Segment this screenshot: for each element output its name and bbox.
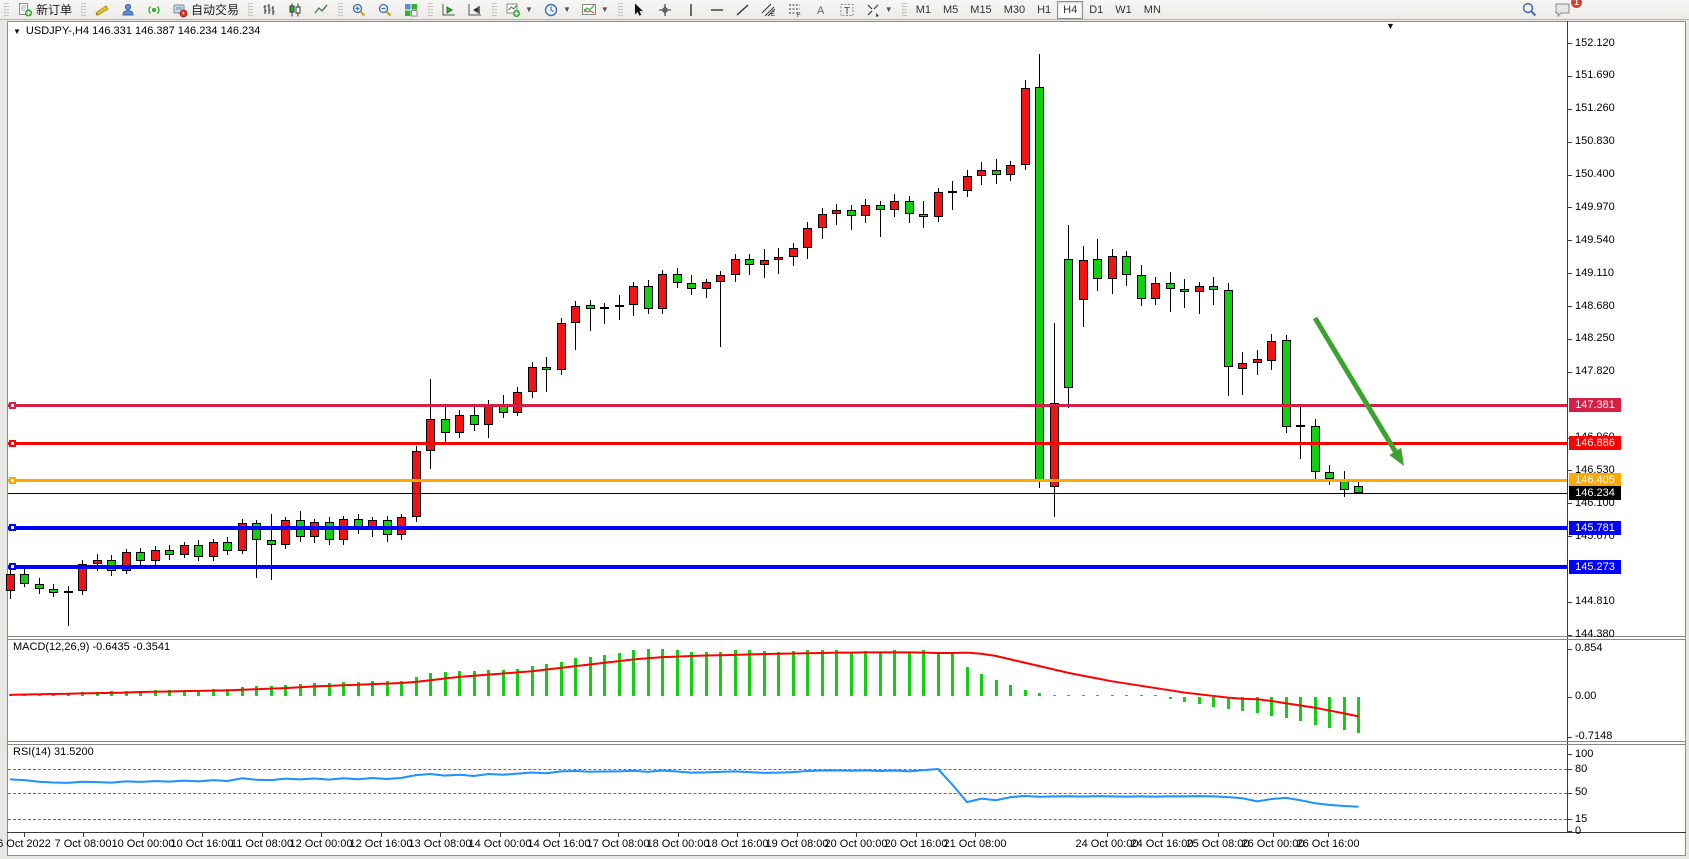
svg-text:F: F (797, 13, 801, 18)
new-order-button[interactable]: 新订单 (12, 1, 77, 19)
toolbar: 新订单 自动交易 ▼ ▼ ▼ E F A (0, 0, 1689, 20)
search-icon (1521, 1, 1538, 18)
tab-mn[interactable]: MN (1143, 3, 1161, 16)
clock-icon (543, 2, 559, 18)
new-chart-icon (505, 2, 521, 18)
tab-m30[interactable]: M30 (1003, 3, 1026, 16)
toolbar-grip[interactable] (617, 2, 623, 17)
community-button[interactable] (115, 1, 141, 19)
new-order-icon (17, 2, 33, 18)
crosshair-button[interactable] (652, 1, 678, 19)
notification-badge: 1 (1570, 0, 1583, 9)
ohlc-bars-icon (261, 2, 277, 18)
zoom-in-button[interactable] (346, 1, 372, 19)
tab-m1[interactable]: M1 (915, 3, 931, 16)
tab-w1[interactable]: W1 (1115, 3, 1132, 16)
horizontal-line-button[interactable] (704, 1, 730, 19)
chevron-down-icon: ▼ (600, 5, 609, 14)
toolbar-grip[interactable] (81, 2, 87, 17)
metaeditor-button[interactable] (89, 1, 115, 19)
tab-m5[interactable]: M5 (943, 3, 959, 16)
fibonacci-icon: F (787, 2, 803, 18)
tab-h1[interactable]: H1 (1037, 3, 1052, 16)
svg-text:E: E (771, 12, 775, 18)
chat-bubble-icon (1554, 1, 1572, 18)
trendline-icon (735, 2, 751, 18)
notifications-button[interactable]: 1 (1549, 0, 1583, 19)
indicators-icon (581, 2, 597, 18)
indicators-dropdown[interactable]: ▼ (576, 1, 614, 19)
candlestick-button[interactable] (282, 1, 308, 19)
trendline-button[interactable] (730, 1, 756, 19)
person-icon (120, 2, 136, 18)
cursor-button[interactable] (626, 1, 652, 19)
tab-d1[interactable]: D1 (1089, 3, 1104, 16)
toolbar-grip[interactable] (338, 2, 344, 17)
chart-window[interactable] (7, 21, 1686, 856)
letter-a-icon: A (813, 2, 829, 18)
svg-text:T: T (844, 6, 850, 17)
periods-dropdown[interactable]: ▼ (538, 1, 576, 19)
auto-scroll-button[interactable] (436, 1, 462, 19)
new-order-label: 新订单 (36, 3, 73, 17)
chevron-down-icon: ▼ (525, 5, 533, 14)
arrows-icon (865, 2, 881, 18)
crosshair-icon (657, 2, 673, 18)
tab-m15[interactable]: M15 (970, 3, 992, 16)
tab-h4[interactable]: H4 (1057, 0, 1084, 19)
new-chart-dropdown[interactable]: ▼ (500, 1, 538, 19)
zoom-in-icon (351, 2, 367, 18)
auto-trading-label: 自动交易 (191, 3, 240, 17)
auto-trading-icon (172, 2, 188, 18)
tile-windows-button[interactable] (398, 1, 424, 19)
zoom-out-button[interactable] (372, 1, 398, 19)
metaeditor-icon (94, 2, 110, 18)
line-chart-icon (313, 2, 329, 18)
toolbar-grip[interactable] (428, 2, 434, 17)
line-chart-button[interactable] (308, 1, 334, 19)
auto-scroll-icon (441, 2, 457, 18)
tile-windows-icon (403, 2, 419, 18)
zoom-out-icon (377, 2, 393, 18)
vertical-line-button[interactable] (678, 1, 704, 19)
text-label-button[interactable]: T (834, 1, 860, 19)
toolbar-grip[interactable] (901, 2, 907, 17)
equidistant-channel-button[interactable]: E (756, 1, 782, 19)
toolbar-grip[interactable] (4, 2, 9, 17)
candlesticks-icon (287, 2, 303, 18)
toolbar-grip[interactable] (248, 2, 254, 17)
bar-chart-button[interactable] (256, 1, 282, 19)
search-button[interactable] (1516, 1, 1543, 19)
fibonacci-button[interactable]: F (782, 1, 808, 19)
text-label-icon: T (839, 2, 855, 18)
broadcast-icon (146, 2, 162, 18)
vertical-line-icon (683, 2, 699, 18)
svg-text:A: A (817, 5, 825, 17)
chart-shift-button[interactable] (462, 1, 488, 19)
chart-shift-icon (467, 2, 483, 18)
chevron-down-icon: ▼ (884, 5, 893, 14)
cursor-icon (631, 2, 647, 18)
horizontal-line-icon (709, 2, 725, 18)
toolbar-grip[interactable] (492, 2, 498, 17)
auto-trading-button[interactable]: 自动交易 (167, 1, 244, 19)
text-button[interactable]: A (808, 1, 834, 19)
arrows-dropdown[interactable]: ▼ (860, 1, 898, 19)
channel-icon: E (761, 2, 777, 18)
signals-button[interactable] (141, 1, 167, 19)
chevron-down-icon: ▼ (562, 5, 571, 14)
